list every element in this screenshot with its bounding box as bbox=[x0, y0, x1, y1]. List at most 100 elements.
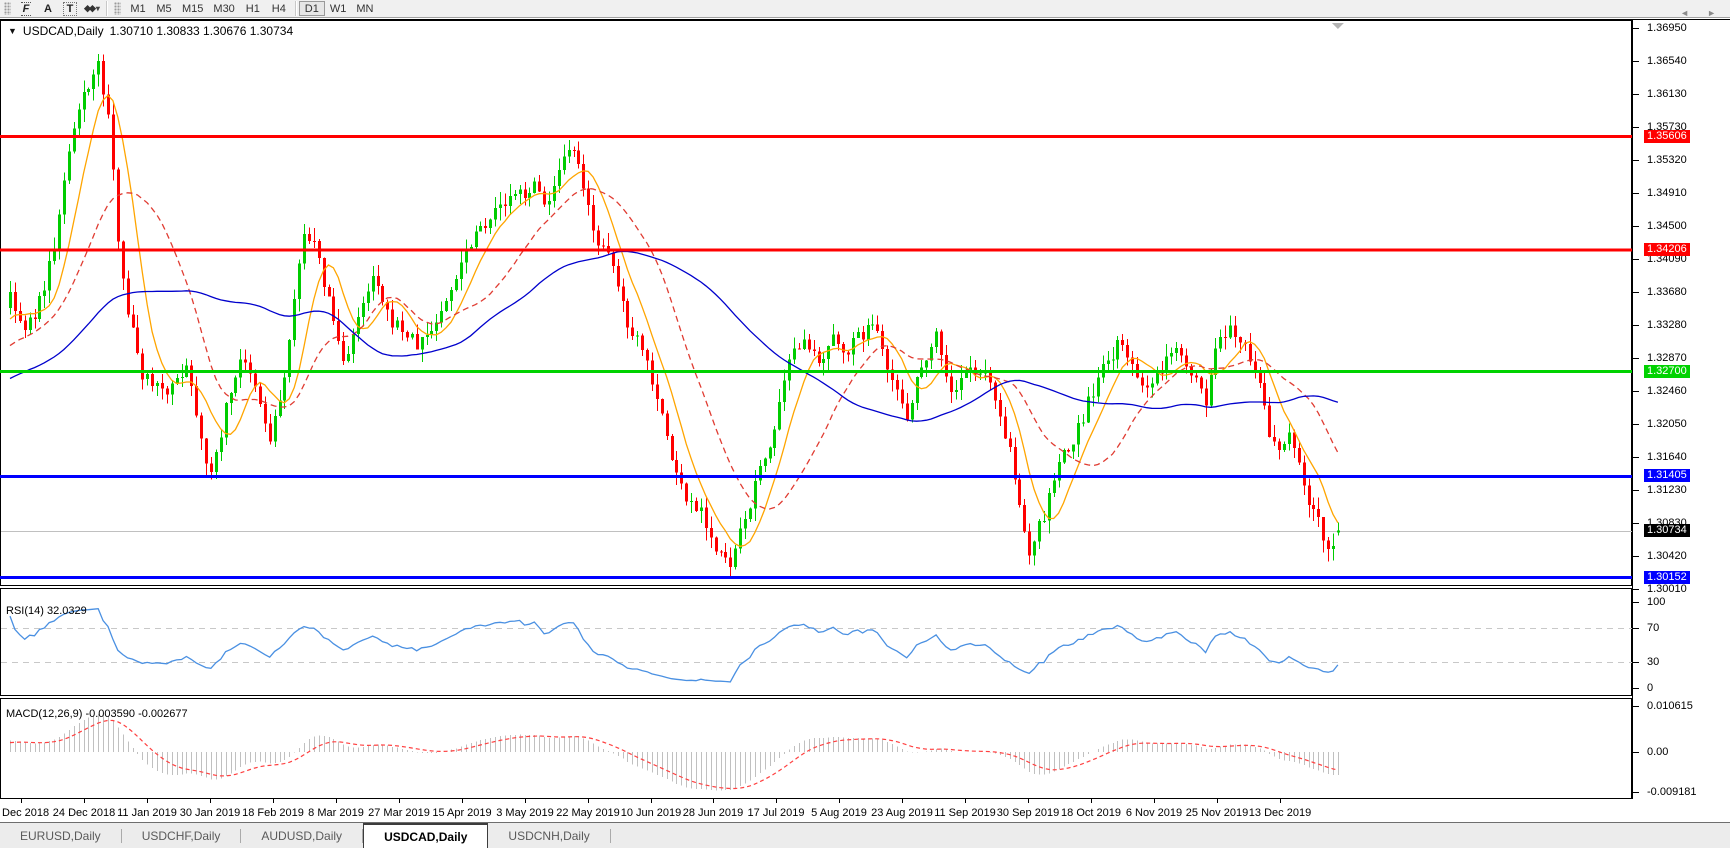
price-axis-label: 1.30010 bbox=[1647, 583, 1687, 595]
toolbar-drag-handle[interactable] bbox=[4, 2, 11, 15]
toolbar-drag-handle[interactable] bbox=[114, 2, 121, 15]
timeframe-button-h1[interactable]: H1 bbox=[240, 1, 266, 16]
rsi-axis-label: 70 bbox=[1647, 622, 1660, 634]
price-axis-label: 1.34910 bbox=[1647, 187, 1687, 199]
level-price-badge: 1.31405 bbox=[1644, 469, 1690, 482]
price-axis-label: 1.35320 bbox=[1647, 154, 1687, 166]
tab-scroll-left-icon[interactable]: ◄ bbox=[1680, 8, 1690, 18]
timeframe-button-m5[interactable]: M5 bbox=[151, 1, 177, 16]
date-axis-label: 6 Nov 2019 bbox=[1125, 807, 1183, 819]
date-axis-label: 25 Nov 2019 bbox=[1185, 807, 1249, 819]
symbol-dropdown-icon[interactable]: ▼ bbox=[8, 26, 17, 36]
axis-tick bbox=[1633, 457, 1639, 458]
axis-tick bbox=[1633, 589, 1639, 590]
chart-tab-eurusd[interactable]: EURUSD,Daily bbox=[20, 829, 101, 843]
axis-tick bbox=[1633, 325, 1639, 326]
timeframe-button-m15[interactable]: M15 bbox=[177, 1, 208, 16]
main-pane-frame bbox=[0, 20, 1632, 586]
date-axis-label: 23 Aug 2019 bbox=[871, 807, 933, 819]
axis-tick bbox=[1633, 662, 1639, 663]
text-tool-glyph: A bbox=[44, 2, 52, 15]
rsi-indicator-label: RSI(14) 32.0329 bbox=[6, 605, 87, 617]
price-axis-label: 1.34090 bbox=[1647, 253, 1687, 265]
axis-tick bbox=[1633, 688, 1639, 689]
timeframe-button-mn[interactable]: MN bbox=[351, 1, 378, 16]
moving-average-line-55 bbox=[9, 250, 1339, 422]
rsi-axis-label: 0 bbox=[1647, 682, 1654, 694]
chart-symbol-label: USDCAD,Daily bbox=[22, 24, 104, 38]
arrows-tool-glyph: ◆◆ bbox=[84, 3, 96, 13]
axis-tick bbox=[1633, 292, 1639, 293]
axis-tick bbox=[1633, 226, 1639, 227]
toolbar-separator bbox=[106, 1, 107, 16]
date-axis-label: 13 Dec 2019 bbox=[1248, 807, 1312, 819]
tab-scroll-arrows: ◄ ► bbox=[1680, 0, 1716, 26]
chevron-down-icon: ▾ bbox=[95, 4, 100, 13]
tab-separator bbox=[362, 829, 364, 843]
macd-pane-frame bbox=[0, 698, 1632, 799]
chart-tab-audusd[interactable]: AUDUSD,Daily bbox=[261, 829, 343, 843]
chart-tab-bar: EURUSD,Daily USDCHF,Daily AUDUSD,Daily USDC… bbox=[0, 822, 1730, 848]
chart-tab-usdcad[interactable]: USDCAD,Daily bbox=[363, 823, 489, 848]
macd-indicator-label: MACD(12,26,9) -0.003590 -0.002677 bbox=[6, 708, 188, 720]
arrows-tool-icon[interactable]: ◆◆ ▾ bbox=[81, 1, 103, 16]
axis-tick bbox=[1633, 490, 1639, 491]
level-price-badge: 1.35606 bbox=[1644, 130, 1690, 143]
chart-canvas[interactable] bbox=[0, 20, 1730, 822]
date-axis-label: 27 Mar 2019 bbox=[368, 807, 430, 819]
timeframe-button-m30[interactable]: M30 bbox=[208, 1, 239, 16]
price-axis-label: 1.36130 bbox=[1647, 88, 1687, 100]
timeframe-button-m1[interactable]: M1 bbox=[125, 1, 151, 16]
chart-title: ▼ USDCAD,Daily 1.30710 1.30833 1.30676 1… bbox=[8, 24, 293, 38]
axis-tick bbox=[1633, 706, 1639, 707]
axis-tick bbox=[1633, 94, 1639, 95]
current-price-badge: 1.30734 bbox=[1644, 524, 1690, 537]
rsi-axis-label: 100 bbox=[1647, 596, 1666, 608]
price-axis-label: 1.30420 bbox=[1647, 550, 1687, 562]
price-axis-label: 1.33280 bbox=[1647, 319, 1687, 331]
axis-tick bbox=[1633, 556, 1639, 557]
chart-tab-usdcnh[interactable]: USDCNH,Daily bbox=[508, 829, 590, 843]
timeframe-button-w1[interactable]: W1 bbox=[325, 1, 352, 16]
date-axis-label: 3 May 2019 bbox=[496, 807, 554, 819]
chart-tab-usdchf[interactable]: USDCHF,Daily bbox=[141, 829, 221, 843]
rsi-line bbox=[9, 608, 1339, 683]
chart-shift-triangle-icon[interactable] bbox=[1331, 23, 1344, 29]
date-axis-label: 24 Dec 2018 bbox=[52, 807, 116, 819]
date-axis-label: 5 Aug 2019 bbox=[811, 807, 867, 819]
timeframe-button-d1[interactable]: D1 bbox=[298, 1, 325, 16]
chart-window: ▼ USDCAD,Daily 1.30710 1.30833 1.30676 1… bbox=[0, 20, 1730, 822]
text-label-tool-glyph: T bbox=[62, 1, 78, 16]
axis-tick bbox=[1633, 259, 1639, 260]
date-axis-label: 11 Sep 2019 bbox=[934, 807, 996, 819]
axis-tick bbox=[1633, 752, 1639, 753]
macd-axis-label: -0.009181 bbox=[1647, 786, 1697, 798]
axis-tick bbox=[1633, 792, 1639, 793]
candlestick-series bbox=[9, 53, 1340, 577]
toolbar: F A T ◆◆ ▾ M1 M5 M15 M30 H1 H4 D1 W1 MN bbox=[0, 0, 1730, 17]
date-axis-label: 17 Jul 2019 bbox=[747, 807, 805, 819]
date-axis-label: 18 Oct 2019 bbox=[1061, 807, 1121, 819]
axis-tick bbox=[1633, 28, 1639, 29]
macd-axis-label: 0.00 bbox=[1647, 746, 1669, 758]
axis-tick bbox=[1633, 628, 1639, 629]
date-axis-label: 18 Feb 2019 bbox=[242, 807, 304, 819]
fibonacci-tool-icon[interactable]: F bbox=[15, 1, 37, 16]
timeframe-button-h4[interactable]: H4 bbox=[266, 1, 292, 16]
moving-average-line-21 bbox=[9, 187, 1339, 510]
date-axis-label: 5 Dec 2018 bbox=[0, 807, 50, 819]
text-tool-icon[interactable]: A bbox=[37, 1, 59, 16]
axis-tick bbox=[1633, 193, 1639, 194]
price-axis-label: 1.36540 bbox=[1647, 55, 1687, 67]
axis-tick bbox=[1633, 391, 1639, 392]
text-label-tool-icon[interactable]: T bbox=[59, 1, 81, 16]
rsi-axis-label: 30 bbox=[1647, 656, 1660, 668]
tab-scroll-right-icon[interactable]: ► bbox=[1707, 8, 1716, 18]
date-axis-label: 10 Jun 2019 bbox=[620, 807, 682, 819]
axis-tick bbox=[1633, 358, 1639, 359]
price-axis-label: 1.31640 bbox=[1647, 451, 1687, 463]
macd-signal-line bbox=[9, 719, 1339, 790]
price-axis-label: 1.32460 bbox=[1647, 385, 1687, 397]
toolbar-highlight bbox=[0, 18, 1730, 19]
